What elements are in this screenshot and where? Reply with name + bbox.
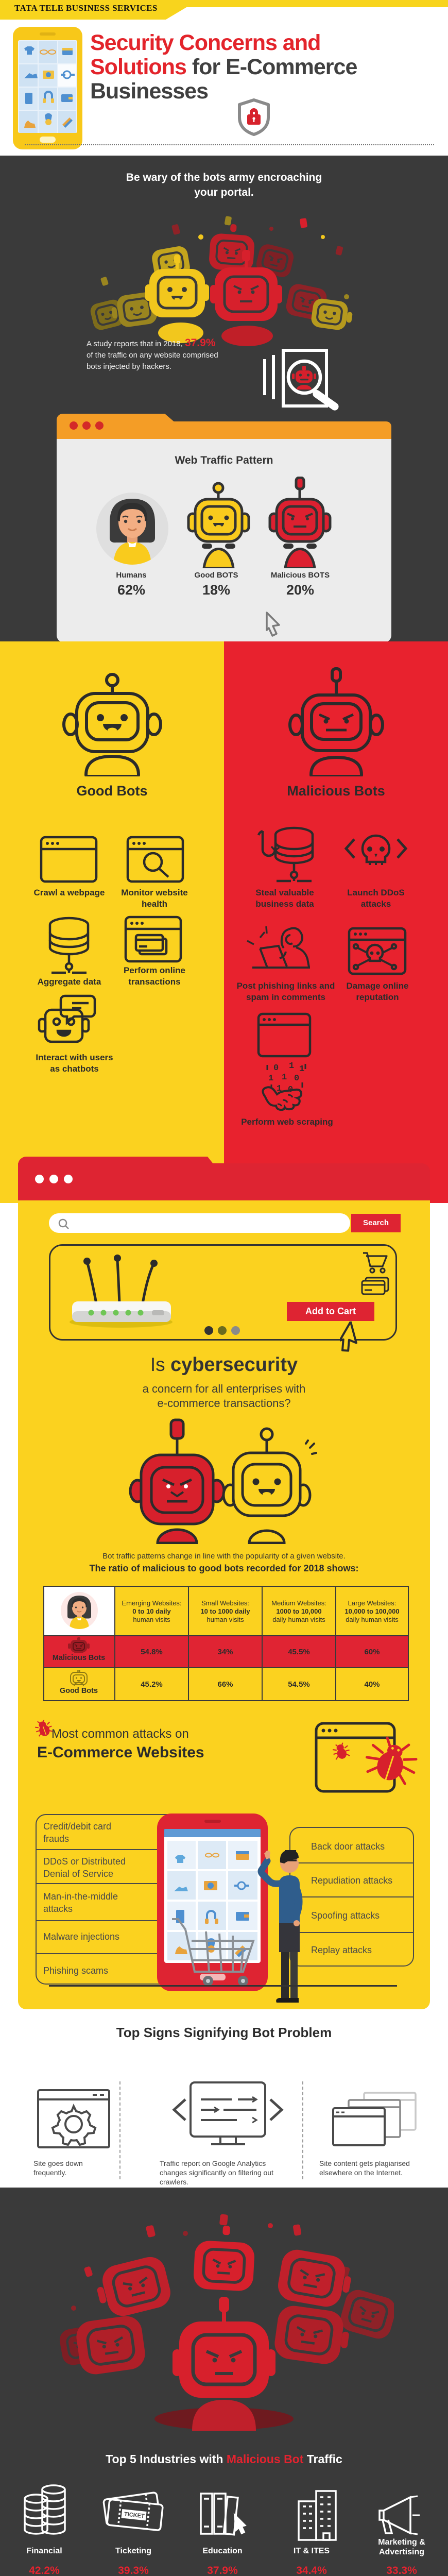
svg-text:1: 1 [289, 1061, 294, 1071]
svg-text:1: 1 [282, 1073, 287, 1082]
svg-text:1: 1 [277, 1084, 282, 1094]
svg-text:TICKET: TICKET [124, 2511, 145, 2519]
svg-text:1: 1 [299, 1064, 304, 1074]
svg-text:0: 0 [294, 1074, 299, 1083]
svg-text:0: 0 [273, 1063, 279, 1073]
svg-text:1: 1 [268, 1074, 273, 1083]
